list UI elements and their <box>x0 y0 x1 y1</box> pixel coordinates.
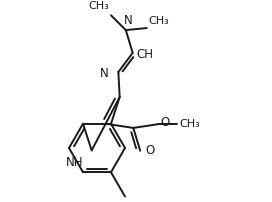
Text: O: O <box>161 116 170 129</box>
Text: N: N <box>100 67 109 80</box>
Text: CH₃: CH₃ <box>149 16 169 26</box>
Text: NH: NH <box>66 156 84 169</box>
Text: N: N <box>123 14 132 27</box>
Text: CH₃: CH₃ <box>179 119 200 129</box>
Text: O: O <box>145 144 154 157</box>
Text: CH₃: CH₃ <box>88 1 109 11</box>
Text: CH: CH <box>137 48 154 61</box>
